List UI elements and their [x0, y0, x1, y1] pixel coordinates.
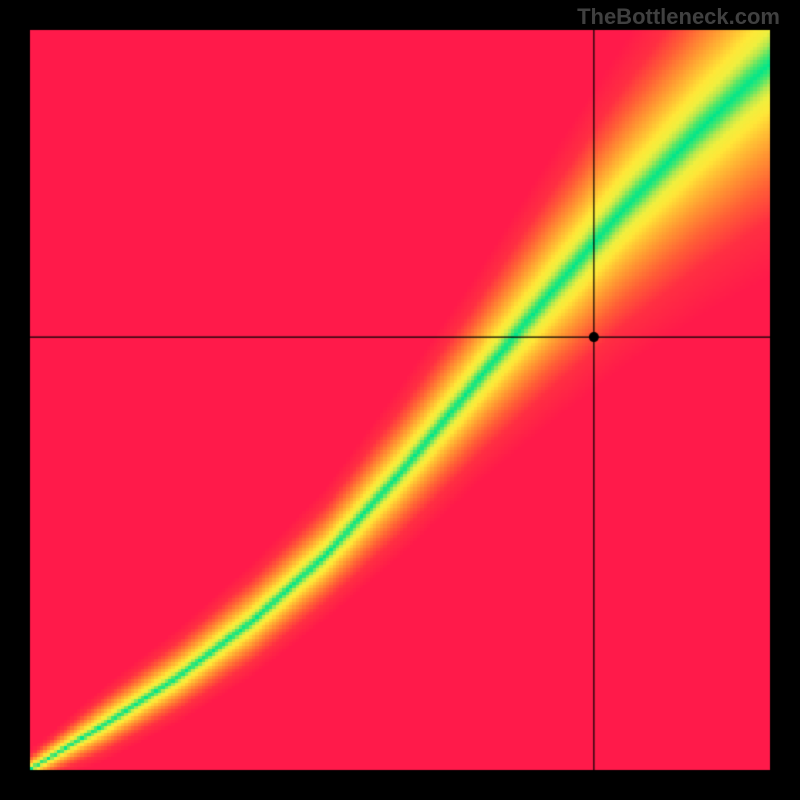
- watermark-text: TheBottleneck.com: [577, 4, 780, 30]
- bottleneck-heatmap: [0, 0, 800, 800]
- chart-container: TheBottleneck.com: [0, 0, 800, 800]
